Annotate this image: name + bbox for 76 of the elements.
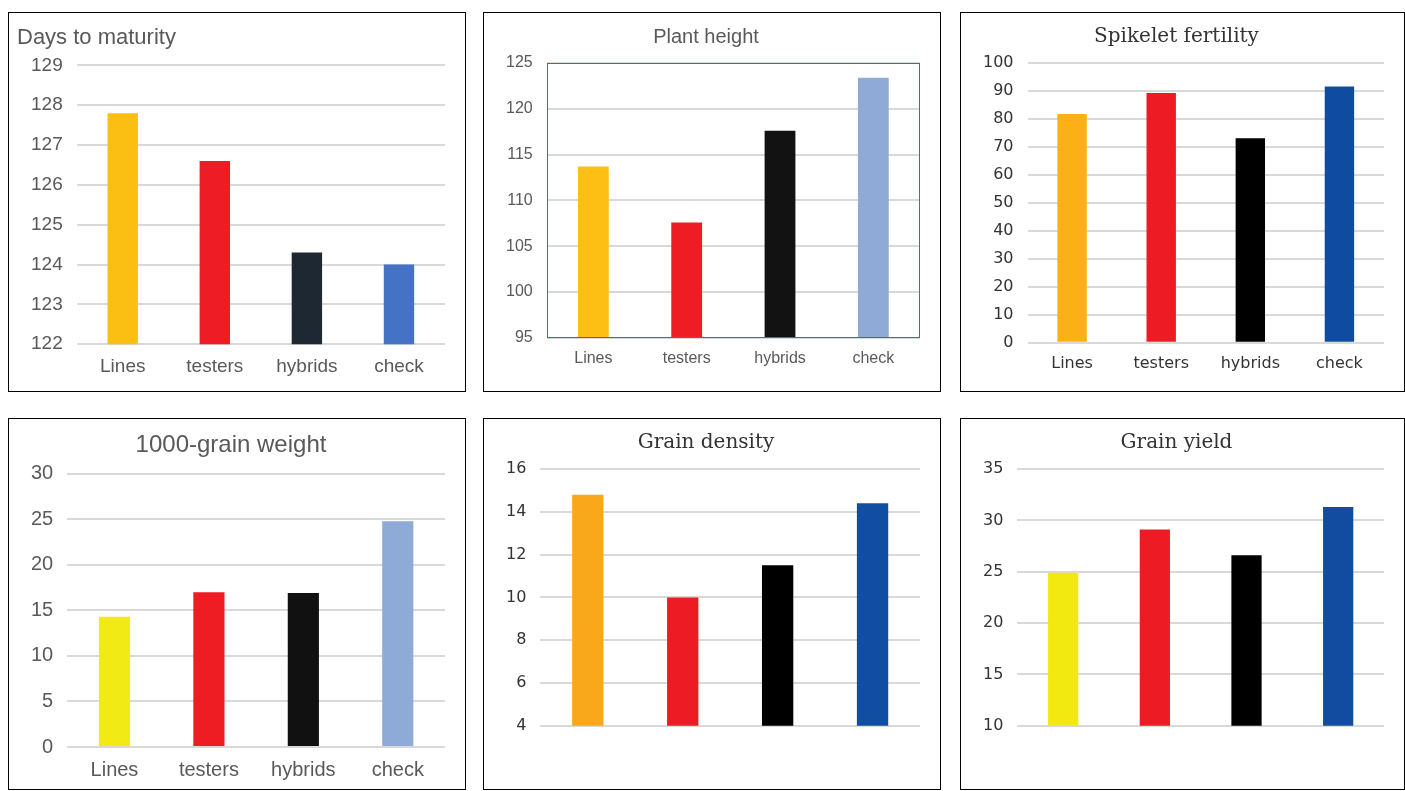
y-tick-label: 40 bbox=[993, 220, 1014, 240]
y-tick-label: 90 bbox=[993, 80, 1014, 100]
x-tick-label: testers bbox=[662, 348, 711, 366]
x-tick-label: testers bbox=[178, 757, 239, 780]
y-tick-label: 20 bbox=[983, 612, 1004, 632]
bar bbox=[98, 616, 131, 746]
y-tick-label: 10 bbox=[31, 643, 54, 666]
y-tick-label: 60 bbox=[993, 164, 1014, 184]
x-tick-label: Lines bbox=[1051, 352, 1093, 372]
bar bbox=[287, 593, 319, 746]
x-tick-label: testers bbox=[186, 354, 244, 376]
y-tick-label: 6 bbox=[516, 672, 527, 692]
y-tick-label: 110 bbox=[507, 190, 533, 208]
bar bbox=[1235, 138, 1266, 342]
y-tick-label: 129 bbox=[31, 53, 63, 75]
y-tick-label: 25 bbox=[983, 560, 1004, 580]
x-tick-label: hybrids bbox=[271, 757, 336, 780]
x-tick-label: Lines bbox=[100, 354, 146, 376]
y-tick-label: 30 bbox=[983, 509, 1004, 529]
y-tick-label: 125 bbox=[505, 53, 533, 71]
y-tick-label: 123 bbox=[31, 292, 63, 314]
y-tick-label: 126 bbox=[31, 173, 63, 195]
x-tick-label: hybrids bbox=[1220, 352, 1280, 372]
x-tick-label: Lines bbox=[574, 348, 613, 366]
y-tick-label: 0 bbox=[42, 734, 54, 757]
chart-title: 1000-grain weight bbox=[135, 430, 327, 458]
y-tick-label: 122 bbox=[31, 332, 63, 354]
y-tick-label: 35 bbox=[983, 458, 1004, 478]
y-tick-label: 95 bbox=[514, 328, 533, 346]
y-tick-label: 125 bbox=[31, 212, 63, 234]
x-tick-label: check bbox=[1316, 352, 1364, 372]
y-tick-label: 124 bbox=[31, 252, 64, 274]
y-tick-label: 15 bbox=[31, 597, 54, 620]
y-tick-label: 20 bbox=[993, 276, 1014, 295]
y-tick-label: 14 bbox=[506, 500, 527, 520]
y-tick-label: 12 bbox=[506, 543, 527, 563]
chart-title: Days to maturity bbox=[17, 24, 176, 50]
chart-title: Spikelet fertility bbox=[1094, 23, 1260, 48]
y-tick-label: 15 bbox=[983, 663, 1004, 683]
x-tick-label: Lines bbox=[90, 757, 139, 780]
y-tick-label: 50 bbox=[993, 192, 1014, 212]
y-tick-label: 10 bbox=[993, 303, 1014, 323]
chart-title: Grain yield bbox=[1120, 429, 1233, 454]
y-tick-label: 127 bbox=[31, 133, 63, 155]
chart-title: Plant height bbox=[653, 24, 760, 47]
y-tick-label: 10 bbox=[983, 714, 1004, 734]
y-tick-label: 100 bbox=[505, 282, 533, 300]
y-tick-label: 8 bbox=[516, 629, 527, 649]
bar bbox=[1324, 86, 1355, 342]
y-tick-label: 105 bbox=[505, 236, 533, 254]
y-tick-label: 115 bbox=[507, 145, 533, 163]
y-tick-label: 25 bbox=[31, 506, 54, 529]
y-tick-label: 30 bbox=[31, 461, 54, 484]
y-tick-label: 70 bbox=[993, 136, 1014, 156]
y-tick-label: 10 bbox=[506, 586, 527, 606]
y-tick-label: 100 bbox=[982, 52, 1014, 72]
y-tick-label: 0 bbox=[1003, 331, 1014, 351]
chart-title: Grain density bbox=[637, 429, 775, 454]
y-tick-label: 16 bbox=[506, 458, 527, 478]
x-tick-label: check bbox=[374, 354, 425, 376]
y-tick-label: 128 bbox=[31, 93, 63, 115]
bar bbox=[382, 521, 414, 746]
bar bbox=[193, 592, 225, 746]
x-tick-label: check bbox=[371, 757, 425, 780]
x-tick-label: testers bbox=[1133, 352, 1189, 372]
x-tick-label: hybrids bbox=[754, 348, 806, 366]
y-tick-label: 20 bbox=[31, 552, 54, 575]
y-tick-label: 80 bbox=[993, 108, 1014, 128]
x-tick-label: hybrids bbox=[276, 354, 338, 376]
y-tick-label: 120 bbox=[505, 99, 533, 117]
y-tick-label: 5 bbox=[42, 688, 54, 711]
bar bbox=[1146, 92, 1176, 342]
y-tick-label: 30 bbox=[993, 248, 1014, 268]
y-tick-label: 4 bbox=[516, 714, 527, 734]
bar bbox=[1057, 113, 1087, 342]
x-tick-label: check bbox=[852, 348, 896, 366]
